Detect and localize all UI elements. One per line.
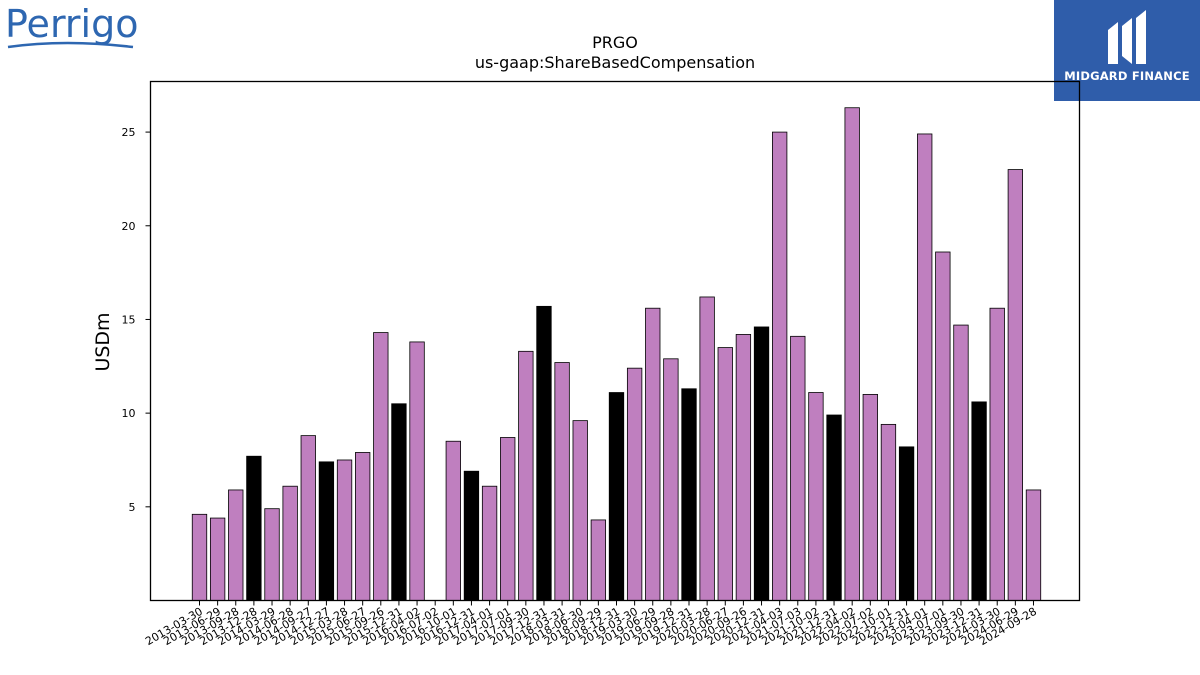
bar-2022-04-02	[844, 107, 860, 601]
bar-2015-09-26	[373, 332, 389, 601]
bar-2021-10-02	[808, 392, 824, 601]
bar-2022-12-31	[898, 446, 915, 601]
bar-2020-12-31	[753, 326, 770, 601]
bar-2015-12-31	[391, 403, 407, 601]
bar-2019-06-29	[645, 307, 661, 601]
bar-2016-12-31	[463, 470, 480, 601]
bar-2024-06-29	[1007, 169, 1023, 601]
midgard-finance-logo: MIDGARD FINANCE	[1054, 0, 1200, 101]
y-tick-label: 5	[129, 501, 136, 514]
bar-2013-06-29	[209, 517, 226, 601]
bar-2019-03-30	[626, 367, 643, 601]
bar-2015-03-28	[336, 459, 353, 601]
bar-2020-09-26	[735, 334, 752, 601]
bar-2013-12-28	[246, 455, 262, 601]
chart-title: PRGO	[592, 33, 638, 52]
bar-2018-03-31	[554, 362, 570, 601]
bar-2013-09-28	[228, 489, 244, 601]
x-ticks-group: 2013-03-302013-06-292013-09-282013-12-28…	[143, 600, 1039, 648]
perrigo-logo-text: Perrigo	[5, 3, 138, 46]
bar-2017-09-30	[518, 350, 534, 601]
bar-2020-06-27	[717, 347, 733, 601]
bar-2021-12-31	[826, 414, 842, 601]
midgard-logo-icon	[1108, 10, 1146, 64]
y-tick-label: 20	[122, 220, 136, 233]
bar-2014-03-29	[264, 508, 280, 601]
bar-2020-03-28	[699, 296, 715, 601]
y-tick-label: 25	[122, 126, 136, 139]
bar-2017-04-01	[481, 485, 498, 601]
perrigo-logo: Perrigo	[5, 2, 140, 55]
bar-2018-09-29	[590, 519, 607, 601]
bar-2023-04-01	[917, 133, 933, 601]
bar-2023-12-31	[971, 401, 987, 601]
y-tick-label: 10	[122, 407, 136, 420]
bars-group	[191, 107, 1042, 601]
bar-2016-04-02	[409, 341, 425, 601]
y-axis-label: USDm	[92, 312, 114, 371]
bar-2017-07-01	[500, 437, 516, 601]
bar-2013-03-30	[191, 513, 208, 601]
y-tick-label: 15	[122, 313, 136, 326]
bar-2022-07-02	[862, 393, 878, 601]
bar-2021-07-03	[790, 335, 806, 601]
midgard-logo-text: MIDGARD FINANCE	[1064, 69, 1190, 83]
bar-2019-12-31	[681, 388, 697, 601]
bar-2024-09-28	[1025, 489, 1042, 601]
bar-2014-12-27	[318, 461, 335, 601]
bar-2015-06-27	[355, 452, 371, 601]
chart-subtitle: us-gaap:ShareBasedCompensation	[475, 53, 755, 72]
bar-2016-10-01	[445, 440, 461, 601]
bar-2014-06-28	[282, 485, 298, 601]
bar-2018-12-31	[608, 392, 625, 601]
perrigo-logo-swoosh	[7, 41, 134, 49]
bar-2021-04-03	[772, 131, 788, 601]
bar-2019-09-28	[663, 358, 679, 601]
bar-2022-10-01	[880, 423, 897, 601]
bar-2014-09-27	[300, 435, 316, 601]
bar-2024-03-30	[989, 307, 1005, 601]
bar-2017-12-31	[536, 305, 552, 601]
bar-2023-07-01	[935, 251, 951, 601]
bar-2023-09-30	[953, 324, 969, 601]
perrigo-logo-mark: Perrigo	[5, 2, 138, 49]
y-ticks-group: 5 10 15 20 25	[122, 126, 151, 514]
bar-2018-06-30	[572, 420, 588, 601]
plot-frame	[149, 80, 1081, 602]
